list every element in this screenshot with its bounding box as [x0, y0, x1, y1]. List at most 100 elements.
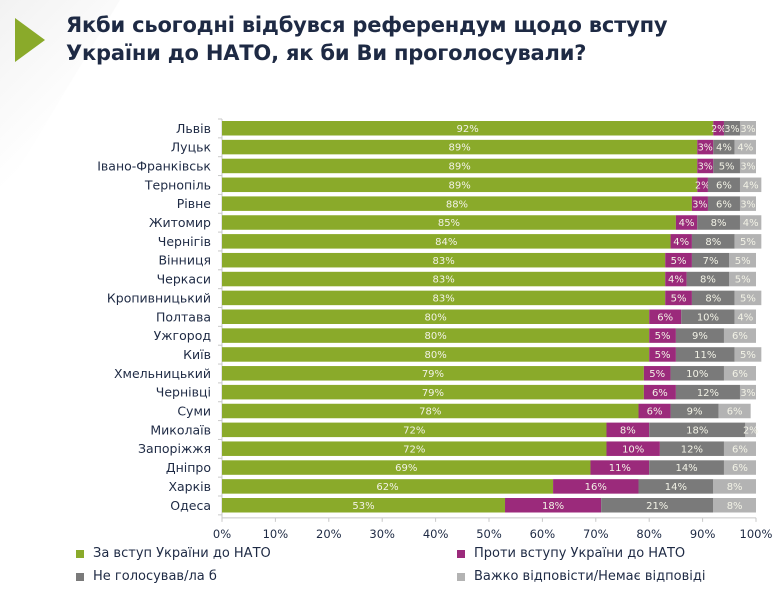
- category-label: Суми: [177, 404, 211, 419]
- bar-segment: [707, 196, 740, 211]
- data-label: 10%: [686, 369, 708, 380]
- bar-segment: [734, 290, 762, 306]
- bar-segment: [734, 347, 762, 362]
- category-label: Житомир: [149, 215, 211, 230]
- data-label: 80%: [424, 350, 446, 361]
- data-label: 8%: [705, 237, 721, 248]
- bar-segment: [734, 234, 762, 249]
- bar-segment: [739, 177, 762, 193]
- bar-segment: [222, 158, 698, 174]
- category-label: Дніпро: [166, 460, 211, 475]
- bar-segment: [713, 158, 740, 174]
- x-tick-label: 80%: [636, 527, 662, 541]
- bar-segment: [638, 479, 714, 494]
- legend-swatch-not-voting: [76, 572, 84, 581]
- bar-segment: [643, 366, 671, 381]
- category-label: Одеса: [170, 498, 211, 513]
- legend-label-hard-to-say: Важко відповісти/Немає відповіді: [474, 569, 706, 584]
- category-label: Харків: [168, 479, 211, 494]
- data-label: 6%: [716, 180, 732, 191]
- bar-segment: [222, 290, 666, 306]
- bar-segment: [670, 234, 692, 249]
- data-label: 6%: [647, 407, 663, 418]
- legend-item-against: Проти вступу України до НАТО: [457, 546, 685, 561]
- data-label: 3%: [740, 124, 755, 135]
- bar-segment: [222, 403, 639, 419]
- category-label: Львів: [176, 121, 211, 136]
- data-label: 5%: [735, 275, 751, 286]
- bar-segment: [606, 422, 650, 438]
- data-label: 62%: [376, 482, 398, 493]
- data-label: 89%: [449, 162, 471, 173]
- category-label: Полтава: [156, 309, 211, 324]
- x-tick-label: 90%: [690, 527, 716, 541]
- category-label: Черкаси: [157, 272, 211, 287]
- data-label: 78%: [419, 407, 441, 418]
- bar-segment: [697, 215, 740, 230]
- legend-item-for: За вступ України до НАТО: [76, 546, 271, 561]
- bar-segment: [723, 460, 756, 475]
- category-label: Київ: [183, 347, 211, 362]
- bar-segment: [553, 479, 639, 494]
- data-label: 3%: [692, 199, 707, 210]
- data-label: 6%: [652, 388, 668, 399]
- data-label: 83%: [432, 256, 454, 267]
- bar-segment: [739, 121, 756, 136]
- data-label: 83%: [432, 275, 454, 286]
- data-label: 6%: [727, 407, 743, 418]
- data-label: 7%: [703, 256, 719, 267]
- data-label: 2%: [743, 425, 758, 436]
- data-label: 4%: [743, 218, 759, 229]
- bar-segment: [222, 441, 607, 456]
- data-label: 53%: [352, 501, 374, 512]
- data-label: 5%: [655, 331, 671, 342]
- bar-segment: [222, 271, 666, 287]
- bar-segment: [723, 328, 756, 343]
- bar-segment: [222, 234, 671, 249]
- bar-segment: [729, 252, 756, 268]
- data-label: 8%: [620, 425, 636, 436]
- data-label: 4%: [743, 180, 759, 191]
- bar-segment: [707, 177, 740, 193]
- category-label: Івано-Франківськ: [97, 158, 211, 173]
- data-label: 5%: [671, 294, 687, 305]
- bar-segment: [734, 139, 756, 155]
- data-label: 3%: [724, 124, 739, 135]
- data-label: 5%: [740, 237, 756, 248]
- bar-segment: [222, 252, 666, 268]
- bar-segment: [222, 328, 650, 343]
- data-label: 79%: [422, 388, 444, 399]
- category-label: Миколаїв: [150, 422, 211, 437]
- bar-segment: [222, 196, 692, 211]
- bar-segment: [691, 234, 735, 249]
- data-label: 9%: [692, 331, 708, 342]
- legend-label-for: За вступ України до НАТО: [93, 546, 271, 561]
- bar-segment: [713, 498, 756, 513]
- title-line-1: Якби сьогодні відбувся референдум щодо в…: [66, 13, 668, 37]
- legend-label-against: Проти вступу України до НАТО: [474, 546, 686, 561]
- bar-segment: [697, 158, 714, 174]
- data-label: 89%: [449, 143, 471, 154]
- legend-item-hard-to-say: Важко відповісти/Немає відповіді: [457, 569, 705, 584]
- data-label: 16%: [585, 482, 607, 493]
- data-label: 5%: [649, 369, 665, 380]
- bar-segment: [659, 441, 724, 456]
- x-tick-label: 20%: [316, 527, 342, 541]
- data-label: 8%: [727, 482, 743, 493]
- bar-segment: [713, 121, 724, 136]
- data-label: 2%: [695, 180, 710, 191]
- bar-segment: [665, 290, 692, 306]
- bar-segment: [649, 309, 682, 324]
- bar-segment: [670, 403, 719, 419]
- chart-title: Якби сьогодні відбувся референдум щодо в…: [66, 11, 766, 67]
- bar-segment: [745, 422, 756, 438]
- bar-segment: [643, 384, 676, 400]
- legend-swatch-for: [76, 549, 84, 558]
- bar-segment: [649, 328, 676, 343]
- bar-segment: [739, 215, 762, 230]
- data-label: 5%: [740, 350, 756, 361]
- data-label: 10%: [622, 444, 644, 455]
- category-label: Ужгород: [154, 328, 211, 343]
- x-tick-label: 40%: [423, 527, 449, 541]
- x-tick-label: 10%: [263, 527, 289, 541]
